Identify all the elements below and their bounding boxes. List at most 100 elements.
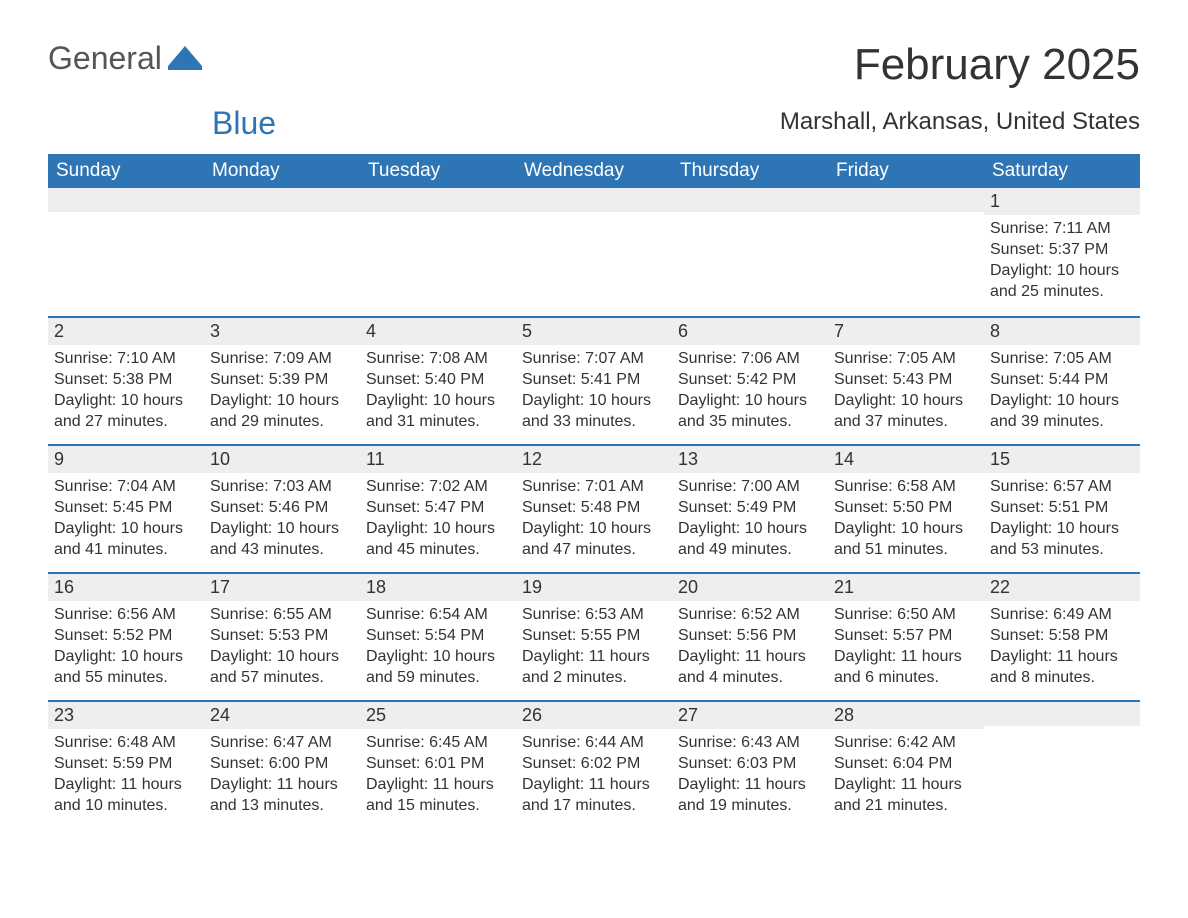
day-number: 5 bbox=[516, 318, 672, 345]
day-detail-rise: Sunrise: 7:01 AM bbox=[522, 477, 666, 498]
weekday-header: Thursday bbox=[672, 154, 828, 188]
day-detail-d1: Daylight: 10 hours bbox=[522, 519, 666, 540]
day-detail-set: Sunset: 5:55 PM bbox=[522, 626, 666, 647]
day-detail-d1: Daylight: 10 hours bbox=[210, 647, 354, 668]
day-detail-set: Sunset: 5:48 PM bbox=[522, 498, 666, 519]
weekday-header: Monday bbox=[204, 154, 360, 188]
day-number: 12 bbox=[516, 446, 672, 473]
day-detail-d2: and 31 minutes. bbox=[366, 412, 510, 433]
day-detail-d1: Daylight: 10 hours bbox=[990, 391, 1134, 412]
day-cell: 22Sunrise: 6:49 AMSunset: 5:58 PMDayligh… bbox=[984, 574, 1140, 700]
day-detail-set: Sunset: 5:43 PM bbox=[834, 370, 978, 391]
day-cell bbox=[48, 188, 204, 316]
day-number: 7 bbox=[828, 318, 984, 345]
day-detail-set: Sunset: 5:56 PM bbox=[678, 626, 822, 647]
day-detail-set: Sunset: 5:38 PM bbox=[54, 370, 198, 391]
day-number: 13 bbox=[672, 446, 828, 473]
week-row: 9Sunrise: 7:04 AMSunset: 5:45 PMDaylight… bbox=[48, 444, 1140, 572]
day-detail-rise: Sunrise: 6:52 AM bbox=[678, 605, 822, 626]
day-number: 9 bbox=[48, 446, 204, 473]
day-cell: 17Sunrise: 6:55 AMSunset: 5:53 PMDayligh… bbox=[204, 574, 360, 700]
day-number: 15 bbox=[984, 446, 1140, 473]
day-cell bbox=[204, 188, 360, 316]
day-detail-d2: and 45 minutes. bbox=[366, 540, 510, 561]
day-detail-rise: Sunrise: 7:03 AM bbox=[210, 477, 354, 498]
day-detail-set: Sunset: 5:51 PM bbox=[990, 498, 1134, 519]
day-detail-rise: Sunrise: 6:58 AM bbox=[834, 477, 978, 498]
weekday-header: Sunday bbox=[48, 154, 204, 188]
weekday-header: Saturday bbox=[984, 154, 1140, 188]
day-cell: 25Sunrise: 6:45 AMSunset: 6:01 PMDayligh… bbox=[360, 702, 516, 828]
day-detail-d2: and 35 minutes. bbox=[678, 412, 822, 433]
day-detail-d1: Daylight: 11 hours bbox=[366, 775, 510, 796]
day-number: 21 bbox=[828, 574, 984, 601]
day-number: 22 bbox=[984, 574, 1140, 601]
day-detail-d1: Daylight: 11 hours bbox=[990, 647, 1134, 668]
day-cell: 12 Sunrise: 7:01 AMSunset: 5:48 PMDayligh… bbox=[516, 446, 672, 572]
day-detail-d1: Daylight: 11 hours bbox=[54, 775, 198, 796]
day-detail-d1: Daylight: 11 hours bbox=[678, 775, 822, 796]
day-detail-rise: Sunrise: 6:54 AM bbox=[366, 605, 510, 626]
day-cell bbox=[984, 702, 1140, 828]
day-number: 1 bbox=[984, 188, 1140, 215]
day-detail-d1: Daylight: 10 hours bbox=[54, 519, 198, 540]
day-cell: 26Sunrise: 6:44 AMSunset: 6:02 PMDayligh… bbox=[516, 702, 672, 828]
header: General Blue February 2025 Marshall, Ark… bbox=[48, 40, 1140, 146]
day-detail-set: Sunset: 6:03 PM bbox=[678, 754, 822, 775]
day-number: 16 bbox=[48, 574, 204, 601]
day-number: 3 bbox=[204, 318, 360, 345]
day-detail-rise: Sunrise: 6:43 AM bbox=[678, 733, 822, 754]
day-detail-d2: and 19 minutes. bbox=[678, 796, 822, 817]
week-row: 1Sunrise: 7:11 AMSunset: 5:37 PMDaylight… bbox=[48, 188, 1140, 316]
day-detail-set: Sunset: 5:57 PM bbox=[834, 626, 978, 647]
day-detail-set: Sunset: 5:46 PM bbox=[210, 498, 354, 519]
day-detail-d2: and 25 minutes. bbox=[990, 282, 1134, 303]
day-cell bbox=[672, 188, 828, 316]
day-detail-d2: and 13 minutes. bbox=[210, 796, 354, 817]
day-detail-rise: Sunrise: 7:07 AM bbox=[522, 349, 666, 370]
day-detail-set: Sunset: 5:41 PM bbox=[522, 370, 666, 391]
day-detail-d1: Daylight: 10 hours bbox=[210, 391, 354, 412]
day-number bbox=[360, 188, 516, 212]
day-detail-set: Sunset: 5:47 PM bbox=[366, 498, 510, 519]
day-number bbox=[672, 188, 828, 212]
day-cell: 14Sunrise: 6:58 AMSunset: 5:50 PMDayligh… bbox=[828, 446, 984, 572]
day-cell: 23Sunrise: 6:48 AMSunset: 5:59 PMDayligh… bbox=[48, 702, 204, 828]
day-detail-d2: and 27 minutes. bbox=[54, 412, 198, 433]
day-detail-set: Sunset: 5:52 PM bbox=[54, 626, 198, 647]
day-detail-d1: Daylight: 10 hours bbox=[990, 261, 1134, 282]
day-cell: 6Sunrise: 7:06 AMSunset: 5:42 PMDaylight… bbox=[672, 318, 828, 444]
day-number: 14 bbox=[828, 446, 984, 473]
location: Marshall, Arkansas, United States bbox=[780, 108, 1140, 136]
day-detail-d2: and 17 minutes. bbox=[522, 796, 666, 817]
day-detail-rise: Sunrise: 6:56 AM bbox=[54, 605, 198, 626]
day-detail-d1: Daylight: 11 hours bbox=[210, 775, 354, 796]
day-number bbox=[984, 702, 1140, 726]
day-cell bbox=[360, 188, 516, 316]
day-cell: 16Sunrise: 6:56 AMSunset: 5:52 PMDayligh… bbox=[48, 574, 204, 700]
day-cell: 10Sunrise: 7:03 AMSunset: 5:46 PMDayligh… bbox=[204, 446, 360, 572]
day-number: 8 bbox=[984, 318, 1140, 345]
day-detail-set: Sunset: 6:04 PM bbox=[834, 754, 978, 775]
day-detail-d1: Daylight: 10 hours bbox=[210, 519, 354, 540]
logo-flag-icon bbox=[168, 46, 202, 70]
day-detail-set: Sunset: 5:37 PM bbox=[990, 240, 1134, 261]
day-detail-d2: and 8 minutes. bbox=[990, 668, 1134, 689]
day-cell: 13Sunrise: 7:00 AMSunset: 5:49 PMDayligh… bbox=[672, 446, 828, 572]
day-detail-rise: Sunrise: 7:02 AM bbox=[366, 477, 510, 498]
day-cell: 24Sunrise: 6:47 AMSunset: 6:00 PMDayligh… bbox=[204, 702, 360, 828]
day-number: 25 bbox=[360, 702, 516, 729]
day-number bbox=[828, 188, 984, 212]
day-cell: 1Sunrise: 7:11 AMSunset: 5:37 PMDaylight… bbox=[984, 188, 1140, 316]
day-cell: 15Sunrise: 6:57 AMSunset: 5:51 PMDayligh… bbox=[984, 446, 1140, 572]
day-number: 19 bbox=[516, 574, 672, 601]
day-detail-d2: and 51 minutes. bbox=[834, 540, 978, 561]
day-detail-d1: Daylight: 11 hours bbox=[522, 775, 666, 796]
day-cell: 2Sunrise: 7:10 AMSunset: 5:38 PMDaylight… bbox=[48, 318, 204, 444]
day-cell: 5 Sunrise: 7:07 AMSunset: 5:41 PMDaylight… bbox=[516, 318, 672, 444]
day-detail-rise: Sunrise: 6:42 AM bbox=[834, 733, 978, 754]
day-detail-d1: Daylight: 10 hours bbox=[522, 391, 666, 412]
day-detail-set: Sunset: 5:42 PM bbox=[678, 370, 822, 391]
day-number: 28 bbox=[828, 702, 984, 729]
day-detail-set: Sunset: 5:54 PM bbox=[366, 626, 510, 647]
